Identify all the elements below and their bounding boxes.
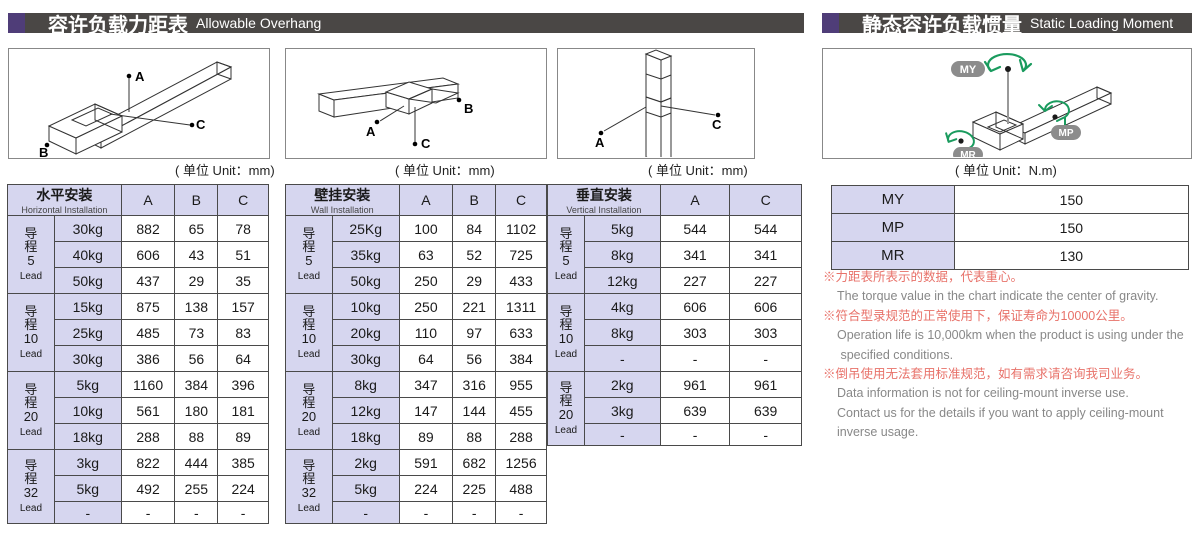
svg-text:C: C	[712, 117, 722, 132]
svg-text:B: B	[39, 145, 48, 157]
svg-text:MY: MY	[960, 64, 977, 76]
svg-text:A: A	[595, 135, 605, 150]
svg-text:C: C	[196, 117, 206, 132]
svg-text:A: A	[135, 69, 145, 84]
svg-text:B: B	[464, 101, 473, 116]
svg-text:MR: MR	[960, 150, 976, 157]
svg-text:C: C	[421, 136, 431, 151]
svg-text:MP: MP	[1059, 128, 1074, 139]
svg-text:A: A	[366, 124, 376, 139]
